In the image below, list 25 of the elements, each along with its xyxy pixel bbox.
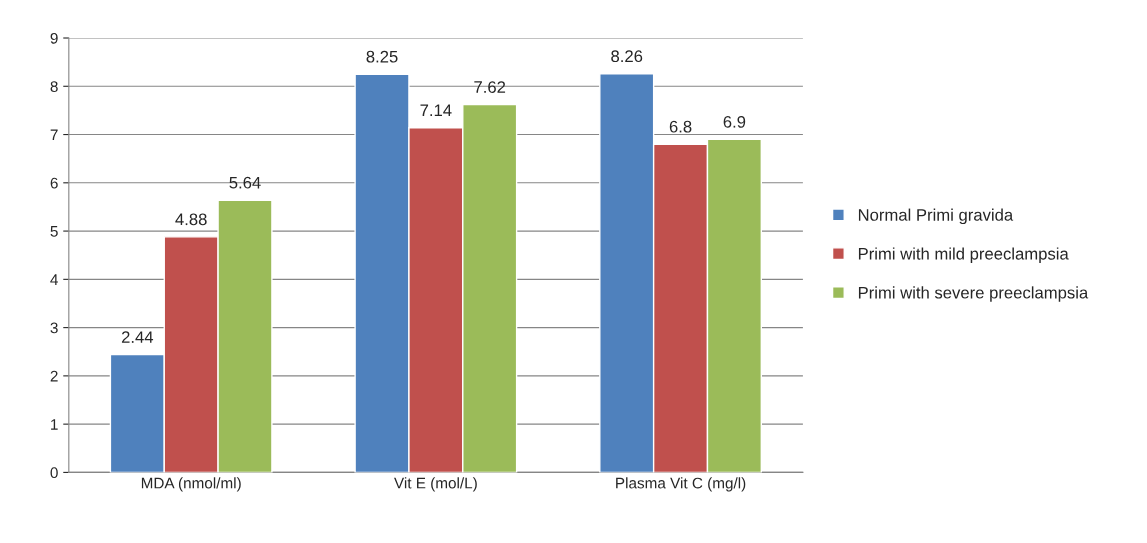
data-label: 7.14	[420, 104, 452, 116]
data-label: 7.62	[474, 81, 506, 93]
x-tick-label: MDA (nmol/ml)	[141, 477, 241, 492]
y-tick-label: 7	[50, 129, 58, 141]
data-label: 6.9	[723, 115, 746, 128]
y-tick-label: 8	[50, 81, 58, 92]
data-label: 4.88	[175, 213, 207, 226]
y-tick-label: 9	[50, 32, 58, 44]
data-label: 6.8	[669, 120, 692, 133]
y-tick-label: 0	[50, 467, 58, 479]
y-tick-label: 4	[50, 274, 58, 285]
data-label: 8.25	[366, 50, 398, 63]
y-tick-label: 1	[51, 419, 58, 430]
legend-label: Normal Primi gravida	[858, 208, 1014, 225]
x-tick-label: Vit E (mol/L)	[394, 477, 477, 492]
x-tick-label: Plasma Vit C (mg/l)	[616, 477, 746, 492]
legend-label: Primi with severe preeclampsia	[858, 286, 1089, 302]
y-tick-label: 6	[50, 177, 58, 189]
y-tick-label: 3	[50, 322, 58, 334]
y-tick-label: 2	[50, 370, 58, 382]
data-label: 2.44	[121, 331, 154, 343]
data-label: 5.64	[229, 176, 261, 189]
y-tick-label: 5	[50, 226, 58, 237]
legend-label: Primi with mild preeclampsia	[858, 247, 1069, 263]
data-label: 8.26	[611, 50, 643, 63]
